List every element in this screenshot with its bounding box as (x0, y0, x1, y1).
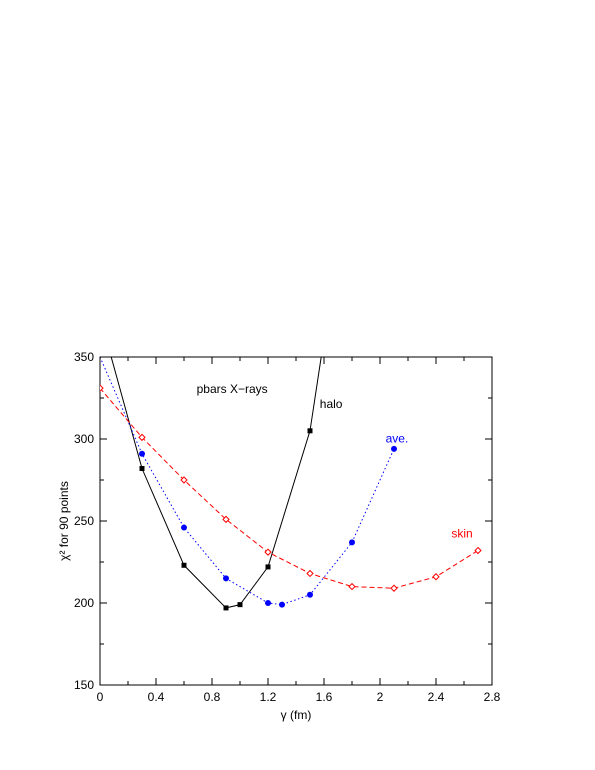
data-point (348, 582, 356, 591)
data-point (264, 548, 272, 556)
plot-area (99, 356, 493, 686)
axis-layer: 0 0.4 0.8 1.2 1.6 2 2.4 2.8 150 200 250 300 350 γ (fm… (57, 350, 501, 722)
y-tick-label: 150 (74, 678, 94, 692)
plot-frame (99, 356, 493, 686)
y-tick-label: 250 (74, 514, 94, 528)
data-point (223, 605, 229, 611)
data-point (138, 433, 146, 442)
data-point (139, 466, 145, 472)
x-tick-label: 0.4 (148, 690, 165, 704)
data-point (390, 584, 398, 592)
series-layer (100, 357, 482, 611)
data-point (307, 591, 313, 598)
data-point (237, 602, 243, 608)
data-point (432, 573, 440, 581)
x-tick-label: 2.8 (484, 690, 501, 704)
x-tick-label: 2.4 (428, 690, 445, 704)
y-axis-label: χ² for 90 points (57, 481, 71, 561)
data-point (306, 569, 314, 578)
x-tick-label: 0 (97, 690, 104, 704)
data-point (181, 562, 187, 568)
data-point (265, 600, 271, 606)
y-tick-label: 200 (74, 596, 94, 610)
x-tick-label: 1.2 (260, 690, 277, 704)
data-point (222, 515, 230, 524)
x-axis-label: γ (fm) (281, 708, 312, 722)
x-tick-label: 2 (377, 690, 384, 704)
y-tick-label: 350 (74, 350, 94, 364)
y-tick-label: 300 (74, 432, 94, 446)
data-point (265, 564, 271, 570)
annotation-layer: pbars X−rays halo ave. skin (197, 382, 473, 540)
data-point (307, 428, 313, 434)
data-point (474, 546, 482, 555)
annotation-label: pbars X−rays (197, 382, 268, 396)
data-point (223, 575, 229, 582)
x-tick-label: 1.6 (316, 690, 333, 704)
annotation-label: ave. (386, 431, 409, 445)
data-point (349, 539, 355, 546)
x-tick-label: 0.8 (204, 690, 221, 704)
data-point (391, 445, 397, 452)
series-line (110, 357, 322, 609)
annotation-label: skin (451, 526, 472, 540)
series-line (100, 387, 479, 589)
data-point (139, 450, 145, 457)
data-point (180, 476, 188, 484)
data-point (181, 524, 187, 531)
annotation-label: halo (320, 397, 343, 411)
data-point (100, 384, 104, 392)
data-point (279, 601, 285, 608)
